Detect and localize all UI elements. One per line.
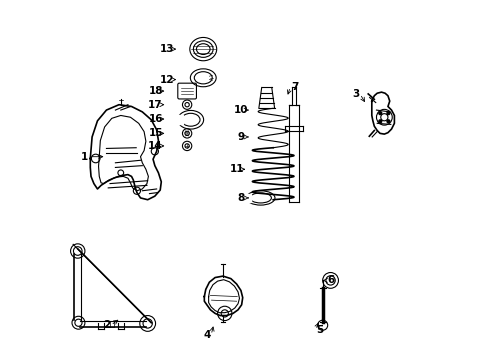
Polygon shape bbox=[175, 116, 183, 124]
Circle shape bbox=[378, 120, 381, 123]
Text: 8: 8 bbox=[237, 193, 244, 203]
Text: 6: 6 bbox=[326, 275, 333, 285]
Text: 7: 7 bbox=[290, 82, 298, 92]
Text: 1: 1 bbox=[81, 152, 88, 162]
Text: 13: 13 bbox=[160, 44, 174, 54]
Text: 11: 11 bbox=[229, 164, 244, 174]
Circle shape bbox=[378, 112, 381, 114]
Text: 10: 10 bbox=[233, 105, 247, 115]
Text: 15: 15 bbox=[148, 129, 163, 138]
Text: 12: 12 bbox=[160, 75, 174, 85]
Text: 4: 4 bbox=[203, 330, 210, 340]
Text: 2: 2 bbox=[102, 320, 110, 330]
Polygon shape bbox=[243, 194, 250, 202]
Text: 14: 14 bbox=[148, 141, 163, 151]
Text: 3: 3 bbox=[351, 89, 359, 99]
Text: 5: 5 bbox=[316, 325, 323, 335]
Text: 9: 9 bbox=[237, 132, 244, 142]
Circle shape bbox=[386, 120, 389, 123]
Text: 16: 16 bbox=[148, 114, 163, 124]
Text: 17: 17 bbox=[148, 100, 163, 110]
Text: 18: 18 bbox=[148, 86, 163, 96]
Circle shape bbox=[386, 112, 389, 114]
